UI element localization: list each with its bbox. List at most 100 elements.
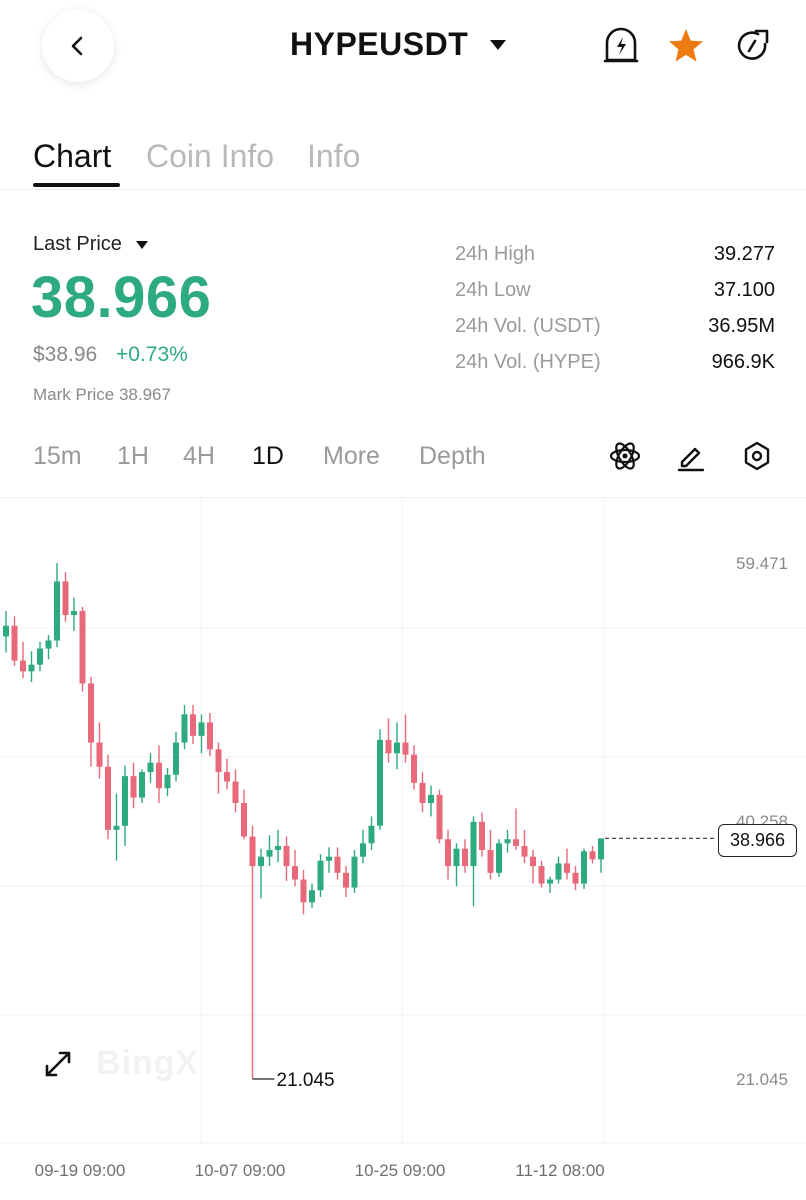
candle-body (207, 722, 213, 750)
candle-body (572, 872, 579, 884)
candle-body (445, 839, 451, 867)
interval-1h[interactable]: 1H (117, 442, 149, 470)
symbol-title: HYPEUSDT (290, 26, 469, 62)
candle-body (581, 851, 587, 884)
stat-label: 24h Vol. (HYPE) (455, 350, 601, 373)
tab-coin-info[interactable]: Coin Info (146, 138, 275, 174)
candle-body (411, 754, 417, 783)
candle-body (530, 856, 536, 867)
price-type-selector[interactable]: Last Price (33, 233, 148, 256)
candle-body (275, 845, 281, 850)
candle-body (164, 774, 171, 789)
candle-body (428, 794, 434, 803)
symbol-selector[interactable]: HYPEUSDT (290, 26, 507, 63)
candle-body (589, 851, 596, 860)
draw-pencil-icon[interactable] (673, 438, 709, 474)
candle-body (198, 722, 205, 736)
candle-body (555, 863, 562, 880)
stat-value: 39.277 (713, 242, 775, 265)
expand-arrows-icon[interactable] (40, 1046, 76, 1082)
interval-4h[interactable]: 4H (183, 442, 215, 470)
interval-depth[interactable]: Depth (419, 442, 486, 470)
candle-body (266, 849, 273, 857)
candle-body (470, 821, 477, 867)
caret-down-icon (490, 39, 507, 50)
top-header: HYPEUSDT (0, 0, 806, 92)
candle-body (105, 766, 111, 830)
stat-row-24h-vol-hype: 24h Vol. (HYPE) 966.9K (455, 344, 775, 380)
x-axis-label: 10-25 09:00 (355, 1161, 446, 1180)
candle-body (79, 610, 86, 684)
low-marker-label: 21.045 (277, 1070, 335, 1091)
stat-row-24h-vol-usdt: 24h Vol. (USDT) 36.95M (455, 308, 775, 344)
candle-body (54, 581, 60, 641)
stat-value: 37.100 (713, 278, 775, 301)
back-button[interactable] (42, 10, 114, 82)
stat-value: 966.9K (711, 350, 775, 373)
interval-1d[interactable]: 1D (252, 442, 284, 470)
share-refresh-icon[interactable] (733, 26, 773, 66)
candle-body (564, 863, 570, 873)
interval-15m[interactable]: 15m (33, 442, 82, 470)
candle-body (71, 610, 77, 615)
candle-body (96, 742, 103, 767)
candle-body (224, 772, 230, 782)
candle-body (343, 872, 349, 888)
candle-body (504, 839, 511, 844)
candle-body (147, 762, 154, 773)
candle-body (113, 825, 120, 830)
settings-hexagon-icon[interactable] (739, 438, 775, 474)
candle-body (326, 856, 332, 861)
interval-more[interactable]: More (323, 442, 380, 470)
tab-info[interactable]: Info (307, 138, 361, 174)
caret-down-icon (135, 240, 148, 249)
candle-body (598, 838, 604, 860)
candle-body (139, 772, 145, 798)
candle-body (88, 683, 94, 743)
candle-body (300, 879, 307, 903)
candle-body (309, 890, 315, 903)
candle-body (547, 879, 553, 884)
kline-chart[interactable]: 21.045 59.471 40.258 21.045 09-19 09:00 10-07… (0, 497, 806, 1200)
candle-body (11, 625, 18, 661)
candle-body (156, 762, 162, 789)
candle-body (521, 845, 528, 857)
y-axis-label: 59.471 (736, 554, 788, 573)
candle-body (258, 856, 264, 867)
candle-body (181, 714, 188, 743)
tab-chart[interactable]: Chart (33, 138, 112, 174)
indicator-atom-icon[interactable] (607, 438, 643, 474)
candle-body (496, 843, 502, 873)
candle-body (351, 856, 358, 888)
candle-body (130, 776, 137, 798)
candle-body (360, 843, 366, 857)
candle-body (394, 742, 400, 754)
section-tabs: Chart Coin Info Info (0, 132, 806, 190)
candle-body (28, 664, 35, 672)
candle-body (62, 581, 69, 615)
candle-body (436, 794, 443, 840)
last-price-label: Last Price (33, 233, 122, 255)
candle-body (232, 781, 239, 803)
x-axis-label: 11-12 08:00 (515, 1161, 604, 1180)
watermark-logo: BingX (96, 1044, 200, 1082)
stats-panel: 24h High 39.277 24h Low 37.100 24h Vol. … (455, 236, 775, 380)
alert-bell-icon[interactable] (601, 26, 641, 66)
stat-label: 24h Low (455, 278, 531, 301)
mark-price: Mark Price 38.967 (33, 385, 171, 404)
x-axis-label: 10-07 09:00 (195, 1161, 286, 1180)
active-tab-indicator (33, 183, 120, 187)
price-change-percent: +0.73% (116, 343, 188, 366)
last-price-value: 38.966 (31, 265, 212, 330)
candle-body (292, 866, 298, 880)
candle-body (190, 714, 196, 736)
candle-body (513, 839, 519, 846)
candle-body (453, 848, 460, 867)
candle-body (173, 742, 179, 775)
candle-body (368, 825, 375, 844)
stat-label: 24h Vol. (USDT) (455, 314, 601, 337)
favorite-star-icon[interactable] (666, 26, 706, 66)
stat-value: 36.95M (708, 314, 775, 337)
stat-row-24h-high: 24h High 39.277 (455, 236, 775, 272)
